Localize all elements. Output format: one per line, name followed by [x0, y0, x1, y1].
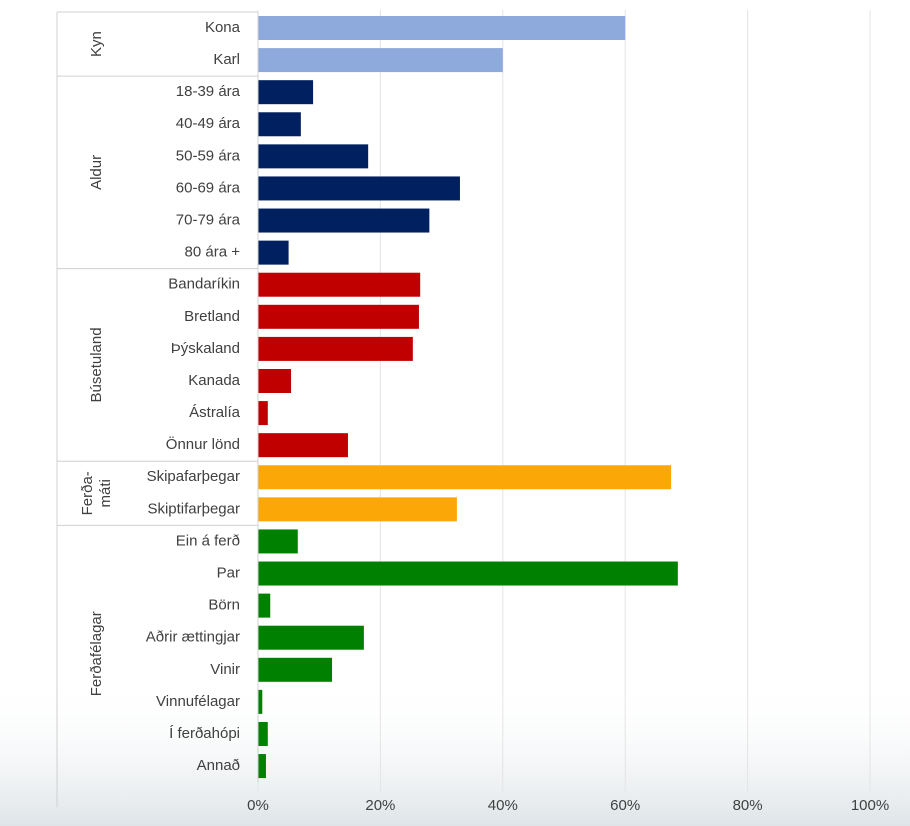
category-label: 18-39 ára: [176, 83, 241, 100]
bar: [258, 208, 430, 233]
bar: [258, 240, 289, 265]
x-tick-label: 80%: [733, 797, 763, 814]
category-label: Aðrir ættingjar: [146, 629, 240, 646]
category-label: Annað: [197, 757, 240, 774]
category-label: Vinir: [210, 661, 240, 678]
category-label: Skiptifarþegar: [147, 500, 240, 517]
bar: [258, 465, 672, 490]
category-label: Í ferðahópi: [169, 725, 240, 742]
bar: [258, 657, 333, 682]
bar: [258, 368, 292, 393]
category-label: Ein á ferð: [176, 532, 240, 549]
bar: [258, 625, 364, 650]
category-label: Þýskaland: [171, 340, 240, 357]
category-label: Önnur lönd: [166, 435, 240, 453]
x-tick-label: 40%: [488, 797, 518, 814]
category-label: Ástralía: [189, 404, 241, 421]
category-label: Vinnufélagar: [156, 693, 240, 710]
category-label: Bretland: [184, 308, 240, 325]
x-tick-label: 100%: [851, 797, 889, 814]
category-label: 50-59 ára: [176, 147, 241, 164]
x-tick-label: 20%: [365, 797, 395, 814]
bar: [258, 80, 314, 105]
category-label: 40-49 ára: [176, 115, 241, 132]
group-label: Ferðafélagar: [88, 611, 105, 696]
category-label: Bandaríkin: [168, 276, 240, 293]
bar: [258, 272, 421, 297]
bar: [258, 144, 369, 169]
bar: [258, 529, 298, 554]
x-tick-label: 60%: [610, 797, 640, 814]
group-label: Aldur: [88, 155, 105, 190]
category-label: Skipafarþegar: [147, 468, 240, 485]
bar: [258, 48, 503, 73]
category-label: 70-79 ára: [176, 212, 241, 229]
bar: [258, 497, 457, 522]
bar: [258, 593, 271, 618]
category-label: Par: [217, 564, 240, 581]
bar: [258, 176, 460, 201]
category-label: 60-69 ára: [176, 179, 241, 196]
category-label: Karl: [213, 51, 240, 68]
bar: [258, 16, 626, 40]
bar: [258, 721, 268, 746]
bar: [258, 689, 263, 714]
bar: [258, 401, 268, 426]
category-label: Börn: [208, 597, 240, 614]
category-label: Kanada: [188, 372, 240, 389]
bar: [258, 304, 419, 329]
x-tick-label: 0%: [247, 797, 269, 814]
group-label: Búsetuland: [88, 327, 105, 402]
bar: [258, 112, 301, 137]
background: [0, 680, 910, 826]
group-label: Ferða-máti: [79, 471, 114, 515]
category-label: Kona: [205, 19, 241, 36]
bar: [258, 561, 678, 586]
category-label: 80 ára +: [185, 244, 241, 261]
bar: [258, 336, 413, 361]
group-label: Kyn: [88, 31, 105, 57]
bar: [258, 754, 266, 779]
bar: [258, 433, 348, 458]
